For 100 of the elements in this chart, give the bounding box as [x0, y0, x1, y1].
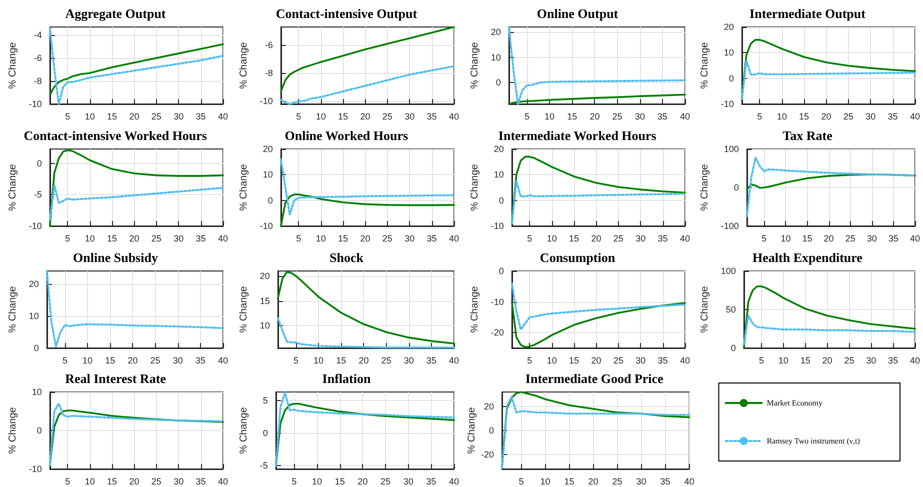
x-tick-label: 25: [612, 476, 622, 487]
y-axis-title: % Change: [238, 163, 250, 211]
x-tick-label: 35: [657, 355, 668, 365]
x-tick-label: 10: [544, 112, 554, 122]
y-tick-label: 20: [724, 22, 734, 32]
x-tick-label: 30: [174, 112, 184, 122]
x-tick-label: 25: [612, 233, 623, 244]
y-axis-title: % Change: [469, 42, 480, 89]
x-tick-label: 25: [381, 355, 392, 365]
x-tick-label: 15: [802, 233, 813, 244]
y-tick-label: -10: [28, 220, 42, 231]
line-series: [507, 26, 686, 105]
x-tick-label: 40: [448, 355, 459, 365]
y-tick-label: 50: [726, 304, 736, 314]
x-tick-label: 25: [151, 112, 162, 122]
x-tick-label: 35: [888, 355, 898, 365]
y-tick-label: 0: [262, 428, 268, 438]
x-tick-label: 20: [824, 233, 834, 244]
x-tick-label: 20: [822, 355, 833, 365]
x-tick-label: 35: [196, 112, 206, 122]
chart-title: Consumption: [539, 250, 616, 264]
y-tick-label: 0: [495, 78, 500, 88]
y-tick-label: -5: [34, 189, 42, 200]
x-tick-label: 40: [218, 476, 228, 487]
x-tick-label: 10: [316, 112, 326, 122]
x-tick-label: 15: [338, 233, 348, 244]
x-tick-label: 10: [780, 233, 791, 244]
chart-title: Online Worked Hours: [284, 128, 408, 143]
x-tick-label: 15: [564, 476, 574, 487]
x-tick-label: 15: [336, 355, 346, 365]
line-series: [510, 180, 686, 224]
y-tick-label: -5: [260, 460, 268, 471]
y-tick-label: -10: [490, 296, 504, 306]
x-tick-label: 25: [151, 233, 162, 244]
y-tick-label: 0: [498, 266, 504, 276]
y-tick-label: -100: [721, 220, 740, 231]
x-tick-label: 25: [382, 112, 392, 122]
x-tick-label: 25: [382, 233, 392, 244]
line-series: [274, 392, 455, 467]
y-tick-label: -4: [34, 30, 42, 40]
y-tick-label: -10: [260, 96, 273, 106]
x-tick-label: 30: [174, 476, 184, 487]
x-tick-label: 5: [759, 355, 764, 365]
x-tick-label: 40: [218, 355, 228, 365]
chart-title: Contact-intensive Worked Hours: [24, 128, 207, 143]
y-tick-label: 10: [724, 48, 734, 58]
x-tick-label: 35: [426, 355, 436, 365]
x-tick-label: 25: [612, 112, 622, 122]
x-tick-label: 30: [635, 355, 646, 365]
y-axis-title: % Change: [8, 406, 18, 454]
x-tick-label: 35: [426, 233, 437, 244]
y-tick-label: 0: [729, 73, 734, 84]
x-tick-label: 5: [526, 355, 532, 365]
x-tick-label: 30: [634, 112, 644, 122]
x-tick-label: 40: [684, 476, 694, 487]
chart-title: Online Output: [536, 6, 618, 21]
line-series: [280, 26, 455, 92]
y-tick-label: -8: [34, 76, 42, 86]
x-tick-label: 25: [612, 355, 623, 365]
chart-title: Shock: [329, 250, 364, 264]
chart-title: Contact-intensive Output: [276, 6, 418, 21]
x-tick-label: 40: [679, 355, 690, 365]
x-tick-label: 15: [107, 476, 118, 487]
x-tick-label: 30: [172, 355, 183, 365]
x-tick-label: 20: [129, 112, 140, 122]
x-tick-label: 15: [800, 355, 811, 365]
y-tick-label: -8: [264, 68, 273, 78]
y-tick-label: 10: [28, 310, 39, 320]
line-series: [746, 156, 916, 218]
x-tick-label: 10: [312, 476, 322, 487]
x-tick-label: 10: [778, 355, 789, 365]
y-tick-label: -10: [260, 220, 273, 231]
line-series: [48, 27, 224, 105]
y-tick-label: 100: [721, 266, 736, 276]
x-tick-label: 5: [526, 233, 532, 244]
x-tick-label: 25: [846, 233, 856, 244]
x-tick-label: 30: [404, 233, 414, 244]
y-tick-label: -10: [721, 99, 734, 109]
x-tick-label: 20: [821, 112, 832, 122]
y-tick-label: 0: [734, 182, 740, 192]
x-tick-label: 20: [128, 355, 138, 365]
x-tick-label: 35: [196, 233, 206, 244]
x-tick-label: 10: [546, 233, 556, 244]
x-tick-label: 30: [404, 112, 414, 122]
chart-title: Online Subsidy: [73, 250, 158, 264]
line-series: [280, 158, 455, 216]
x-tick-label: 40: [910, 112, 920, 122]
x-tick-label: 40: [910, 355, 920, 365]
x-tick-label: 15: [568, 233, 579, 244]
x-tick-label: 30: [403, 476, 414, 487]
chart-title: Intermediate Good Price: [524, 371, 664, 386]
x-tick-label: 35: [656, 112, 667, 122]
y-axis-title: % Change: [8, 42, 18, 89]
x-tick-label: 10: [84, 233, 95, 244]
x-tick-label: 35: [426, 112, 437, 122]
y-tick-label: 0: [34, 342, 39, 352]
x-tick-label: 30: [866, 355, 876, 365]
y-axis-title: % Change: [8, 285, 18, 332]
x-tick-label: 20: [358, 355, 368, 365]
y-axis-title: % Change: [8, 163, 18, 211]
